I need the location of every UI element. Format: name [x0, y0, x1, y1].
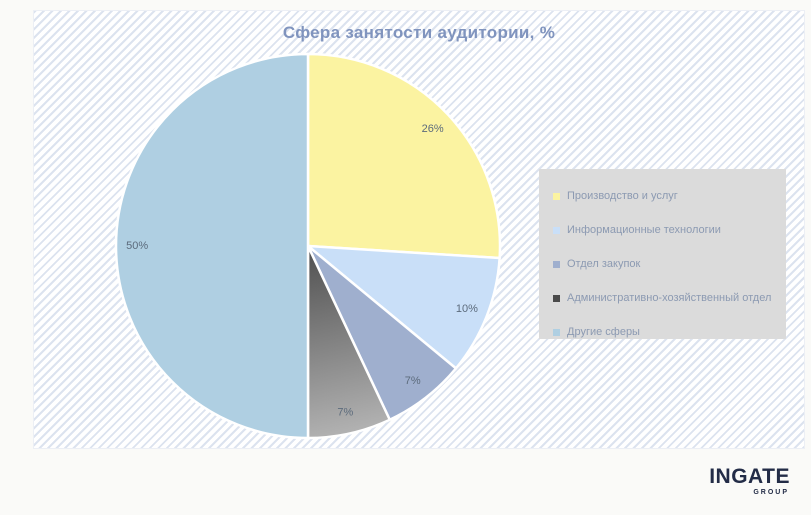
- pie-value-label: 7%: [337, 407, 353, 419]
- legend-swatch: [553, 294, 560, 302]
- pie-chart[interactable]: 26% 10% 7% 7% 50%: [34, 11, 806, 450]
- legend-item[interactable]: Производство и услуг: [553, 179, 786, 213]
- legend-item-label: Производство и услуг: [567, 190, 678, 202]
- legend-item-label: Отдел закупок: [567, 258, 641, 270]
- pie-value-label: 50%: [126, 240, 148, 252]
- legend-item[interactable]: Другие сферы: [553, 315, 786, 349]
- logo-group-text: GROUP: [753, 489, 789, 496]
- pie-value-label: 7%: [405, 375, 421, 387]
- legend-item-label: Информационные технологии: [567, 224, 721, 236]
- legend-item[interactable]: Отдел закупок: [553, 247, 786, 281]
- legend-swatch: [553, 260, 560, 268]
- logo-brand-text: INGATE: [709, 465, 790, 488]
- chart-card: Сфера занятости аудитории, % 26% 10% 7% 7% 5…: [33, 10, 805, 449]
- legend-swatch: [553, 226, 560, 234]
- pie-slice[interactable]: [114, 52, 310, 440]
- pie-value-label: 10%: [456, 303, 478, 315]
- legend-item[interactable]: Информационные технологии: [553, 213, 786, 247]
- legend-item-label: Другие сферы: [567, 326, 640, 338]
- legend-item-label: Административно-хозяйственный отдел: [567, 292, 772, 304]
- pie-value-label: 26%: [422, 123, 444, 135]
- pie-slice[interactable]: [306, 244, 501, 370]
- legend: Производство и услуг Информационные техно…: [539, 169, 786, 339]
- legend-item[interactable]: Административно-хозяйственный отдел: [553, 281, 786, 315]
- legend-swatch: [553, 328, 560, 336]
- chart-title: Сфера занятости аудитории, %: [282, 23, 556, 42]
- legend-swatch: [553, 192, 560, 200]
- pie-slice[interactable]: [306, 52, 502, 260]
- ingate-logo: INGATE GROUP: [709, 466, 790, 496]
